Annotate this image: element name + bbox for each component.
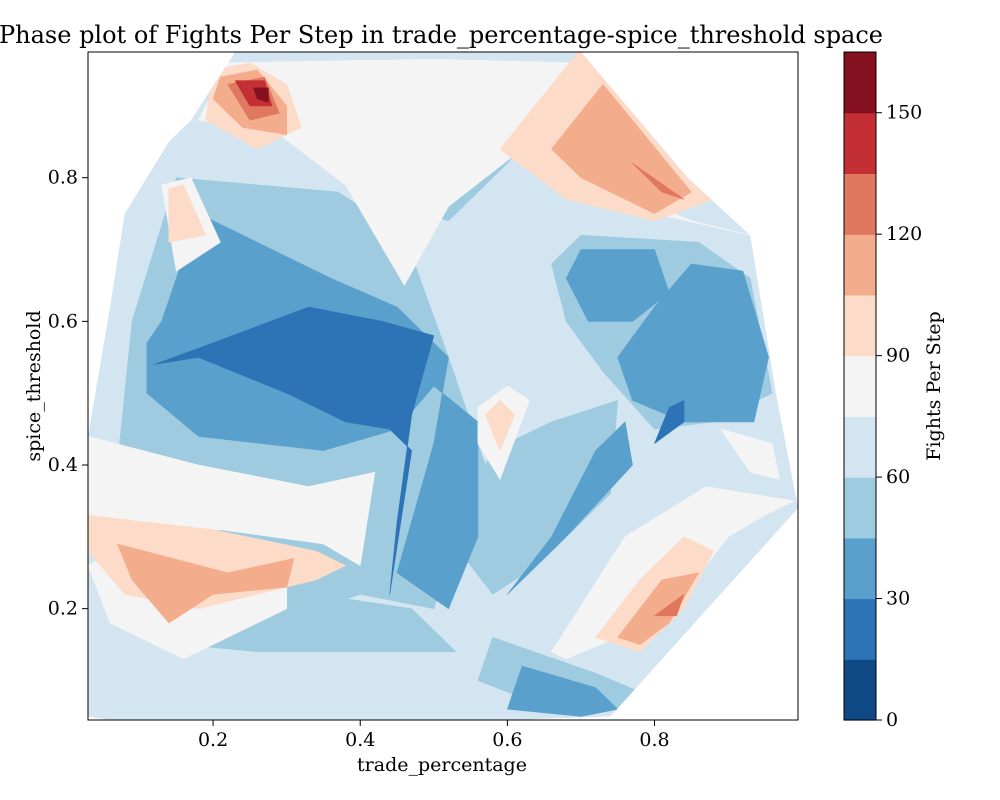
contour-region: [253, 87, 269, 103]
colorbar-band: [844, 234, 876, 296]
contour-region: [507, 665, 619, 717]
x-axis-label: trade_percentage: [357, 754, 527, 776]
y-tick-label: 0.8: [48, 167, 78, 189]
contour-region: [617, 572, 700, 645]
colorbar-tick-label: 90: [886, 345, 910, 367]
x-axis: 0.2 0.4 0.6 0.8: [198, 720, 670, 751]
plot-frame: [87, 51, 799, 721]
colorbar-band: [844, 598, 876, 660]
x-tick-label: 0.2: [198, 729, 228, 751]
colorbar-band: [844, 52, 876, 114]
contour-region: [654, 593, 685, 617]
x-tick-label: 0.8: [639, 729, 669, 751]
contour-region: [146, 213, 479, 610]
contour-region: [632, 163, 685, 200]
contour-region: [654, 400, 685, 444]
colorbar-tick-label: 0: [886, 709, 898, 731]
contour-region: [484, 400, 516, 451]
colorbar-band: [844, 112, 876, 174]
colorbar-band: [844, 416, 876, 478]
colorbar-band: [844, 659, 876, 721]
contour-region: [507, 421, 633, 595]
colorbar-label: Fights Per Step: [923, 311, 945, 460]
y-tick-label: 0.2: [48, 598, 78, 620]
x-tick-label: 0.6: [492, 729, 522, 751]
plot-area: [88, 52, 798, 720]
colorbar-tick-label: 120: [886, 223, 922, 245]
colorbar: 0 30 60 90 120 150: [843, 51, 922, 731]
colorbar-band: [844, 294, 876, 357]
chart-title: Phase plot of Fights Per Step in trade_p…: [0, 21, 883, 49]
contour-region: [153, 306, 435, 595]
contour-region: [720, 428, 780, 480]
colorbar-band: [844, 173, 876, 235]
colorbar-frame: [843, 51, 877, 721]
colorbar-tick-label: 150: [886, 102, 922, 124]
y-tick-label: 0.4: [48, 454, 78, 476]
contour-region: [565, 249, 670, 322]
colorbar-tick-label: 60: [886, 466, 910, 488]
y-axis: 0.2 0.4 0.6 0.8: [48, 167, 88, 620]
colorbar-tick-label: 30: [886, 588, 910, 610]
contour-region: [117, 543, 295, 624]
y-tick-label: 0.6: [48, 310, 78, 332]
colorbar-band: [844, 355, 876, 417]
x-tick-label: 0.4: [345, 729, 375, 751]
contour-region: [168, 184, 206, 243]
colorbar-band: [844, 477, 876, 539]
contour-region: [183, 593, 457, 653]
colorbar-band: [844, 537, 876, 600]
y-axis-label: spice_threshold: [23, 310, 45, 461]
